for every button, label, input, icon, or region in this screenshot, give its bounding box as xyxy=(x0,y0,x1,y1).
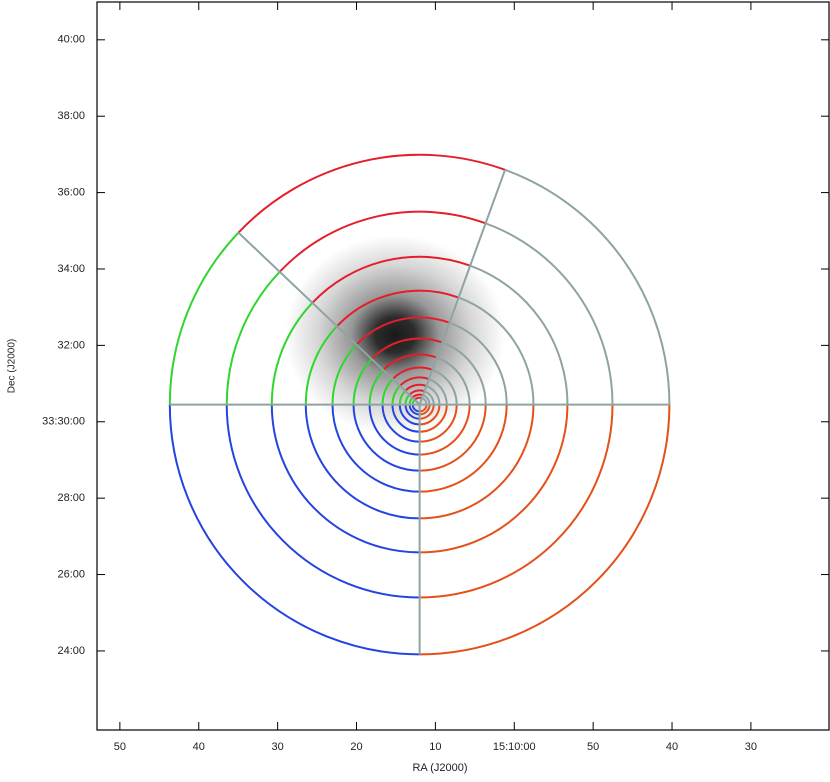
region-arc xyxy=(469,264,569,405)
y-tick-label: 26:00 xyxy=(57,568,85,580)
region-arc xyxy=(336,289,459,327)
x-tick-label: 10 xyxy=(429,741,441,753)
region-arc xyxy=(355,316,450,346)
region-arc xyxy=(404,383,427,392)
x-axis-label: RA (J2000) xyxy=(412,762,467,774)
region-arc xyxy=(426,384,441,405)
region-arc xyxy=(441,341,487,405)
x-tick-label: 30 xyxy=(272,741,284,753)
region-arc xyxy=(368,404,420,456)
x-tick-label: 40 xyxy=(666,741,678,753)
sector-boundary xyxy=(237,231,421,406)
region-arc xyxy=(419,404,508,493)
y-tick-label: 36:00 xyxy=(57,187,85,199)
region-arc xyxy=(270,302,314,405)
region-arc xyxy=(449,321,508,405)
region-arc xyxy=(431,368,458,405)
plot-frame xyxy=(96,1,830,731)
region-arc xyxy=(404,404,420,420)
region-arc xyxy=(398,404,420,426)
x-tick-label: 15:10:00 xyxy=(493,741,536,753)
region-arc xyxy=(399,376,430,387)
region-arc xyxy=(368,369,385,405)
x-tick-label: 30 xyxy=(745,741,757,753)
region-arc xyxy=(270,404,420,554)
y-tick-label: 34:00 xyxy=(57,263,85,275)
region-arc xyxy=(428,378,448,405)
region-arc xyxy=(311,255,471,304)
region-arc xyxy=(381,378,394,405)
region-arc xyxy=(370,337,443,360)
region-arc xyxy=(485,222,614,405)
y-axis-label: Dec (J2000) xyxy=(7,339,18,393)
y-tick-label: 24:00 xyxy=(57,645,85,657)
region-arc xyxy=(331,404,420,493)
x-tick-label: 20 xyxy=(350,741,362,753)
region-arc xyxy=(419,404,458,443)
region-arc xyxy=(419,404,614,599)
region-arc xyxy=(225,404,420,599)
y-tick-label: 38:00 xyxy=(57,110,85,122)
region-arc xyxy=(419,404,441,426)
y-tick-label: 32:00 xyxy=(57,339,85,351)
region-arc xyxy=(419,404,448,433)
region-arc xyxy=(382,353,438,371)
region-arc xyxy=(391,404,420,433)
region-arc xyxy=(458,296,535,405)
region-arc xyxy=(419,404,671,656)
x-tick-label: 50 xyxy=(114,741,126,753)
region-arc xyxy=(304,404,420,520)
region-arc xyxy=(168,404,420,656)
region-arc xyxy=(225,271,281,405)
region-arc xyxy=(237,153,506,234)
region-arc xyxy=(419,404,535,520)
region-arc xyxy=(419,404,435,420)
region-arc xyxy=(352,358,373,405)
region-arc xyxy=(352,404,420,472)
region-arc xyxy=(304,325,338,405)
region-arc xyxy=(392,366,433,380)
sector-boundary xyxy=(418,169,506,405)
region-arc xyxy=(504,168,671,405)
region-arc xyxy=(278,210,486,273)
region-arc xyxy=(436,356,471,405)
region-arc xyxy=(419,404,487,472)
region-arc xyxy=(419,404,569,554)
region-arc xyxy=(381,404,420,443)
region-arc xyxy=(419,404,471,456)
y-tick-label: 33:30:00 xyxy=(42,416,85,428)
y-tick-label: 28:00 xyxy=(57,492,85,504)
x-tick-label: 40 xyxy=(193,741,205,753)
y-tick-label: 40:00 xyxy=(57,34,85,46)
sky-image xyxy=(105,45,790,730)
region-arc xyxy=(331,343,358,405)
region-arc xyxy=(168,231,240,405)
x-tick-label: 50 xyxy=(587,741,599,753)
